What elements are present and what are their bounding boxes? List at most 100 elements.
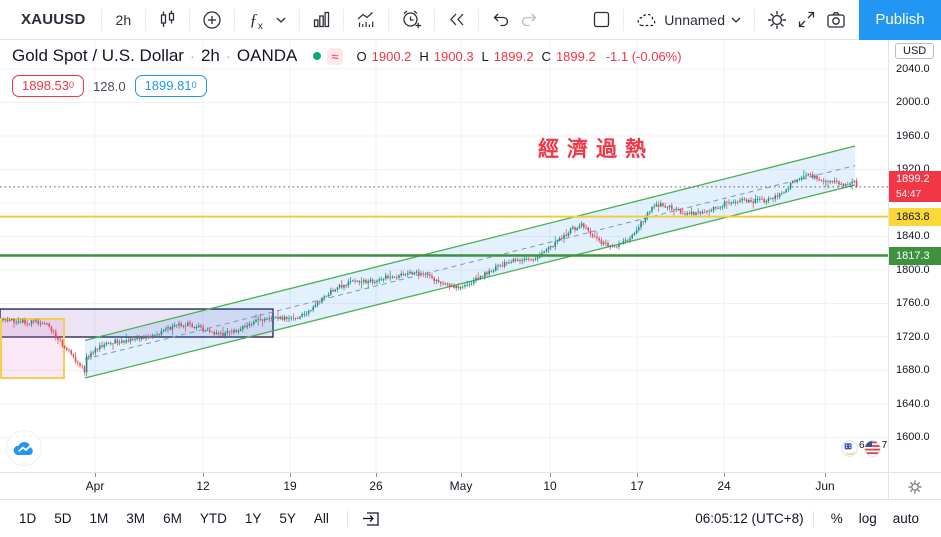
range-button-5d[interactable]: 5D xyxy=(45,507,80,530)
currency-button[interactable]: USD xyxy=(895,43,935,59)
time-tick xyxy=(637,473,638,477)
indicators-dropdown-button[interactable] xyxy=(270,6,292,34)
fullscreen-button[interactable] xyxy=(792,6,821,34)
range-button-3m[interactable]: 3M xyxy=(117,507,154,530)
market-status-dot xyxy=(313,52,322,60)
symbol-search-button[interactable]: XAUUSD xyxy=(13,6,94,34)
indicators-button[interactable]: ƒx xyxy=(242,6,270,34)
candlestick-icon xyxy=(160,10,175,27)
interval-button[interactable]: 2h xyxy=(109,6,139,34)
economic-calendar-flags[interactable]: 6 7 xyxy=(841,440,888,457)
cloud-chart-logo-icon xyxy=(13,441,33,455)
toolbar-separator xyxy=(145,8,147,31)
time-tick-label: 26 xyxy=(369,479,383,493)
range-button-5y[interactable]: 5Y xyxy=(270,507,305,530)
bottom-toolbar: 1D 5D 1M 3M 6M YTD 1Y 5Y All 06:05:12 (UTC+8) % … xyxy=(0,499,941,537)
range-button-1y[interactable]: 1Y xyxy=(236,507,271,530)
bar-replay-button[interactable] xyxy=(442,6,471,34)
publish-button[interactable]: Publish xyxy=(859,0,941,40)
chart-settings-button[interactable] xyxy=(762,6,792,34)
channel-lower-line[interactable] xyxy=(84,184,856,379)
fx-icon: ƒx xyxy=(249,10,263,32)
gear-icon xyxy=(767,10,787,29)
alarm-clock-plus-icon xyxy=(403,10,422,29)
layout-button[interactable] xyxy=(587,6,616,34)
indicator-templates-button[interactable] xyxy=(307,6,336,34)
toolbar-separator xyxy=(754,8,755,31)
gear-icon xyxy=(908,479,922,494)
timezone-clock[interactable]: 06:05:12 (UTC+8) xyxy=(695,511,804,526)
top-toolbar-left: XAUUSD 2h ƒx xyxy=(0,6,544,34)
ohlc-values: O 1900.2 H 1900.3 L 1899.2 C 1899.2 -1.1 (-0… xyxy=(356,48,682,64)
time-tick xyxy=(724,473,725,477)
redo-button[interactable] xyxy=(515,6,544,34)
top-toolbar-right: Unnamed xyxy=(587,0,941,40)
price-tick-label: 1680.0 xyxy=(896,364,930,376)
legend-exchange[interactable]: OANDA xyxy=(236,46,298,65)
time-tick xyxy=(550,473,551,477)
columns-chart-icon xyxy=(313,11,330,28)
axis-settings-corner[interactable] xyxy=(888,473,941,500)
range-button-1d[interactable]: 1D xyxy=(10,507,45,530)
time-tick-label: 24 xyxy=(717,479,731,493)
price-tick-label: 1600.0 xyxy=(896,431,930,443)
last-price-label: 1899.2 54:47 xyxy=(889,171,941,203)
delayed-data-badge[interactable]: ≈ xyxy=(327,47,343,65)
bottom-toolbar-right: 06:05:12 (UTC+8) % log auto xyxy=(695,507,927,530)
chart-pane[interactable]: Gold Spot / U.S. Dollar · 2h · OANDA ≈ O… xyxy=(0,40,888,472)
time-tick xyxy=(376,473,377,477)
yellow-rectangle-drawing[interactable] xyxy=(0,317,65,380)
chart-style-button[interactable] xyxy=(153,6,182,34)
alert-button[interactable] xyxy=(396,6,427,34)
screenshot-button[interactable] xyxy=(821,6,851,34)
tradingview-logo-button[interactable] xyxy=(6,430,42,466)
legend-interval[interactable]: 2h xyxy=(200,46,220,65)
chart-legend: Gold Spot / U.S. Dollar · 2h · OANDA ≈ O… xyxy=(12,46,682,97)
toolbar-separator xyxy=(189,8,191,31)
price-axis[interactable]: USD 2040.0 2000.0 1960.0 1920.0 1840.0 1800.0… xyxy=(888,40,941,472)
fullscreen-arrows-icon xyxy=(798,11,815,28)
price-tick-label: 1840.0 xyxy=(896,230,930,242)
symbol-title[interactable]: Gold Spot / U.S. Dollar xyxy=(12,46,184,65)
alert-price-chip-red[interactable]: 1898.530 xyxy=(12,75,85,97)
time-tick-label: 17 xyxy=(630,479,644,493)
range-button-1m[interactable]: 1M xyxy=(81,507,118,530)
layout-name: Unnamed xyxy=(664,11,725,28)
range-button-all[interactable]: All xyxy=(305,507,338,530)
undo-arrow-icon xyxy=(493,13,509,27)
event-count-badge: 6 xyxy=(859,440,865,451)
price-tick-label: 1960.0 xyxy=(896,129,930,142)
text-annotation[interactable]: 經濟過熱 xyxy=(538,138,654,161)
price-tick-label: 1640.0 xyxy=(896,397,930,410)
us-flag-icon xyxy=(863,440,881,457)
channel-mid-line xyxy=(84,165,856,360)
time-tick xyxy=(203,473,204,477)
forecast-button[interactable] xyxy=(351,6,381,34)
undo-button[interactable] xyxy=(486,6,515,34)
range-button-6m[interactable]: 6M xyxy=(154,507,191,530)
spread-value: 128.0 xyxy=(93,78,126,94)
chevron-down-icon xyxy=(276,17,286,23)
toolbar-separator xyxy=(623,8,625,31)
go-to-date-button[interactable] xyxy=(357,505,386,533)
time-axis[interactable]: Apr 12 19 26 May 10 17 24 Jun xyxy=(0,472,941,500)
alert-price-chip-blue[interactable]: 1899.810 xyxy=(134,75,207,97)
range-button-ytd[interactable]: YTD xyxy=(191,507,236,530)
save-layout-button[interactable]: Unnamed xyxy=(631,6,747,34)
log-scale-button[interactable]: log xyxy=(851,507,885,530)
time-tick-label: Jun xyxy=(815,479,835,493)
percent-scale-button[interactable]: % xyxy=(823,507,851,530)
redo-arrow-icon xyxy=(521,13,537,27)
channel-upper-line[interactable] xyxy=(84,145,856,341)
time-tick-label: 10 xyxy=(543,479,557,493)
time-tick xyxy=(825,473,826,477)
price-tick-label: 2040.0 xyxy=(896,62,930,75)
price-tick-label: 2000.0 xyxy=(896,96,930,108)
line-over-bars-icon xyxy=(357,11,374,27)
go-to-date-icon xyxy=(362,512,379,526)
yellow-level-label: 1863.8 xyxy=(889,207,941,226)
price-chart-svg[interactable] xyxy=(0,40,888,472)
compare-button[interactable] xyxy=(197,6,227,34)
auto-scale-button[interactable]: auto xyxy=(885,507,927,530)
